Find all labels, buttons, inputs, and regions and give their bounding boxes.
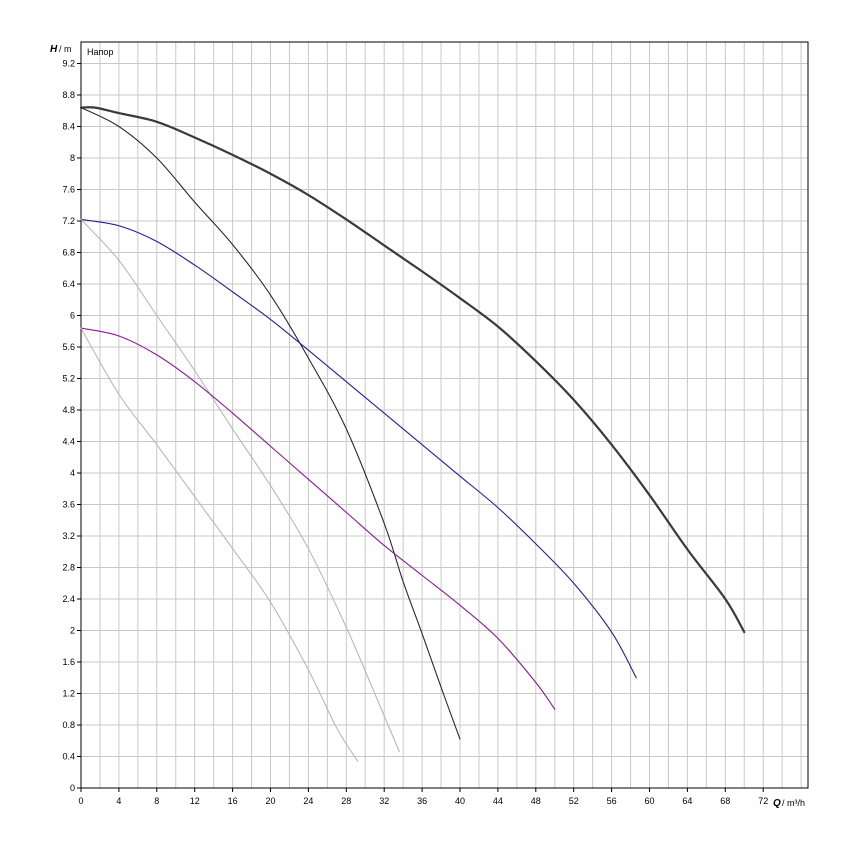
y-tick-label: 6.8 <box>62 248 75 258</box>
x-tick-label: 16 <box>228 796 238 806</box>
series <box>79 106 746 762</box>
y-tick-label: 5.2 <box>62 374 75 384</box>
y-tick-label: 1.2 <box>62 689 75 699</box>
x-axis-symbol: Q <box>773 798 781 809</box>
y-tick-label: 0.4 <box>62 752 75 762</box>
y-tick-label: 8.8 <box>62 90 75 100</box>
x-axis-unit: / m³/h <box>782 798 805 808</box>
x-tick-label: 24 <box>303 796 313 806</box>
y-tick-label: 3.6 <box>62 500 75 510</box>
x-tick-label: 28 <box>341 796 351 806</box>
x-tick-label: 44 <box>493 796 503 806</box>
chart-title: Напор <box>87 47 113 57</box>
x-tick-label: 68 <box>720 796 730 806</box>
y-tick-label: 4.8 <box>62 405 75 415</box>
x-tick-label: 60 <box>644 796 654 806</box>
series-line-5 <box>80 327 556 710</box>
x-tick-label: 32 <box>379 796 389 806</box>
x-tick-label: 20 <box>265 796 275 806</box>
x-tick-label: 4 <box>116 796 121 806</box>
y-tick-label: 7.2 <box>62 216 75 226</box>
y-tick-label: 2.8 <box>62 563 75 573</box>
series-line-2 <box>80 107 461 740</box>
series-line-4 <box>80 218 400 753</box>
x-tick-label: 56 <box>607 796 617 806</box>
grid <box>80 41 809 789</box>
y-tick-label: 7.6 <box>62 185 75 195</box>
x-tick-label: 0 <box>78 796 83 806</box>
x-tick-label: 64 <box>682 796 692 806</box>
y-tick-label: 3.2 <box>62 531 75 541</box>
plot-frame <box>80 41 809 789</box>
y-tick-label: 6 <box>70 311 75 321</box>
x-tick-label: 12 <box>190 796 200 806</box>
x-tick-label: 40 <box>455 796 465 806</box>
y-axis-unit: / m <box>59 44 72 54</box>
y-tick-label: 0.8 <box>62 720 75 730</box>
y-tick-label: 2.4 <box>62 594 75 604</box>
y-tick-label: 4 <box>70 468 75 478</box>
y-tick-label: 5.6 <box>62 342 75 352</box>
axes: H / m Напор Q / m³/h <box>50 44 805 809</box>
y-tick-label: 8 <box>70 153 75 163</box>
y-tick-label: 6.4 <box>62 279 75 289</box>
x-tick-label: 72 <box>758 796 768 806</box>
x-tick-label: 52 <box>569 796 579 806</box>
series-line-6 <box>80 327 359 762</box>
x-tick-label: 48 <box>531 796 541 806</box>
x-tick-label: 36 <box>417 796 427 806</box>
series-line-1 <box>79 106 746 634</box>
y-tick-label: 0 <box>70 783 75 793</box>
y-tick-label: 8.4 <box>62 122 75 132</box>
y-tick-label: 2 <box>70 626 75 636</box>
x-tick-label: 8 <box>154 796 159 806</box>
tick-labels: 0 0.4 0.8 1.2 1.6 2 2.4 2.8 3.2 3.6 4 4.4 4.8 5.2 5.6 6… <box>62 59 768 807</box>
y-tick-label: 9.2 <box>62 59 75 69</box>
y-tick-label: 4.4 <box>62 437 75 447</box>
y-tick-label: 1.6 <box>62 657 75 667</box>
series-line-3 <box>80 218 637 679</box>
y-axis-symbol: H <box>50 44 58 55</box>
